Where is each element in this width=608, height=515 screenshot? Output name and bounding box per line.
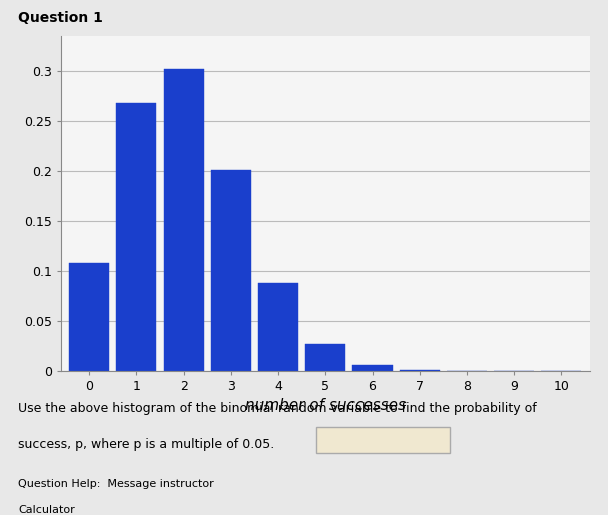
Bar bbox=[116, 102, 156, 371]
Text: Use the above histogram of the binomial random variable to find the probability : Use the above histogram of the binomial … bbox=[18, 402, 537, 415]
Bar bbox=[399, 370, 440, 371]
Bar bbox=[258, 283, 298, 371]
Text: Question Help:  Message instructor: Question Help: Message instructor bbox=[18, 479, 214, 489]
X-axis label: number of successes: number of successes bbox=[245, 399, 406, 414]
Bar bbox=[353, 365, 393, 371]
Text: Question 1: Question 1 bbox=[18, 11, 103, 25]
Bar bbox=[305, 345, 345, 371]
Text: success, p, where p is a multiple of 0.05.: success, p, where p is a multiple of 0.0… bbox=[18, 438, 274, 451]
Bar bbox=[211, 169, 251, 371]
Text: Calculator: Calculator bbox=[18, 505, 75, 514]
Bar bbox=[164, 69, 204, 371]
Bar bbox=[69, 264, 109, 371]
